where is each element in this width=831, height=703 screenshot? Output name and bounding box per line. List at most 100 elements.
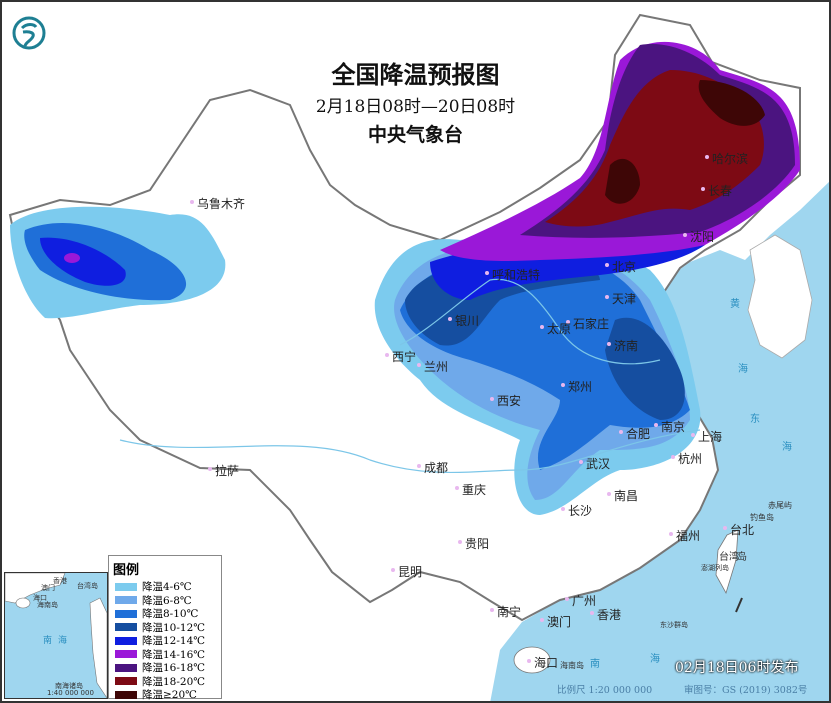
- legend-item: 降温6-8℃: [109, 594, 221, 608]
- legend-swatch: [115, 677, 137, 686]
- legend-item: 降温12-14℃: [109, 634, 221, 648]
- sea-label: 岛: [737, 552, 747, 563]
- legend-label: 降温14-16℃: [142, 648, 206, 661]
- city-label: 杭州: [670, 452, 703, 466]
- city-label: 南京: [653, 420, 686, 434]
- legend-label: 降温16-18℃: [142, 662, 206, 675]
- sea-label: 赤尾屿: [768, 501, 792, 510]
- south-china-sea-inset: 南海 香港 澳门 台湾岛 海口 海南岛 南海诸岛 1:40 000 000: [4, 572, 108, 699]
- sea-label: 海: [738, 364, 748, 375]
- legend-swatch: [115, 650, 137, 659]
- legend-swatch: [115, 596, 137, 605]
- boundary-dash: [735, 597, 743, 613]
- zone-northeast-ge20: [698, 80, 765, 126]
- city-label: 长沙: [560, 504, 593, 518]
- city-label: 哈尔滨: [704, 152, 749, 166]
- city-label: 香港: [589, 608, 622, 622]
- zone-northeast-18-20: [545, 70, 764, 227]
- sea-label: 东: [750, 414, 760, 425]
- city-label: 天津: [604, 292, 637, 306]
- inset-label: 海南岛: [37, 601, 58, 609]
- city-label: 南昌: [606, 489, 639, 503]
- inset-label: 澳门: [41, 584, 55, 592]
- hainan-island: [513, 646, 551, 674]
- legend-label: 降温6-8℃: [142, 594, 192, 607]
- zone-xinjiang-14-16: [64, 253, 80, 263]
- city-label: 乌鲁木齐: [189, 197, 246, 211]
- city-label: 成都: [416, 461, 449, 475]
- forecast-period: 2月18日08时—20日08时: [315, 97, 516, 117]
- city-label: 郑州: [560, 380, 593, 394]
- legend-swatch: [115, 582, 137, 591]
- city-label: 贵阳: [457, 537, 490, 551]
- legend-item: 降温≥20℃: [109, 688, 221, 702]
- city-label: 广州: [564, 594, 597, 608]
- city-label: 呼和浩特: [484, 268, 541, 282]
- city-label: 南宁: [489, 605, 522, 619]
- sea-area: [490, 180, 831, 703]
- issuer: 中央气象台: [367, 124, 463, 146]
- city-label: 兰州: [416, 360, 449, 374]
- map-title: 全国降温预报图: [331, 61, 500, 89]
- city-label: 海口: [526, 656, 559, 670]
- city-label: 台北: [722, 523, 755, 537]
- sea-label: 东沙群岛: [660, 621, 688, 629]
- zone-east-10-12: [605, 317, 685, 420]
- legend: 图例 降温4-6℃ 降温6-8℃ 降温8-10℃ 降温10-12℃ 降温12-14℃ 降温…: [108, 555, 222, 702]
- legend-item: 降温14-16℃: [109, 648, 221, 662]
- city-label: 澳门: [539, 615, 572, 629]
- zone-northeast-ge20-b: [605, 158, 640, 204]
- inset-label: 南海诸岛: [55, 682, 83, 690]
- city-label: 太原: [539, 322, 572, 336]
- sea-label: 钓鱼岛: [750, 513, 774, 522]
- city-label: 合肥: [618, 427, 651, 441]
- sea-label: 黄: [730, 299, 740, 310]
- legend-item: 降温18-20℃: [109, 675, 221, 689]
- legend-swatch: [115, 609, 137, 618]
- city-label: 石家庄: [565, 317, 610, 331]
- taiwan-island: [715, 529, 739, 595]
- sea-label: 海: [782, 442, 792, 453]
- legend-swatch: [115, 636, 137, 645]
- inset-label: 南海: [43, 636, 74, 646]
- inset-scale: 1:40 000 000: [47, 689, 94, 697]
- yellow-river: [399, 278, 661, 365]
- map-scale: 比例尺 1:20 000 000: [557, 685, 653, 696]
- legend-swatch: [115, 690, 137, 699]
- city-label: 沈阳: [682, 230, 715, 244]
- city-label: 拉萨: [207, 464, 240, 478]
- sea-label: 海: [650, 654, 660, 665]
- legend-label: 降温8-10℃: [142, 608, 199, 621]
- city-label: 福州: [668, 529, 701, 543]
- sea-label: 海南岛: [560, 661, 584, 670]
- city-label: 武汉: [578, 457, 611, 471]
- sea-label: 台湾: [719, 552, 739, 563]
- city-label: 济南: [606, 339, 639, 353]
- legend-label: 降温18-20℃: [142, 675, 206, 688]
- inset-label: 香港: [53, 577, 67, 585]
- sea-label: 南: [590, 659, 600, 670]
- legend-swatch: [115, 663, 137, 672]
- legend-label: 降温12-14℃: [142, 635, 206, 648]
- city-label: 长春: [700, 184, 733, 198]
- legend-item: 降温8-10℃: [109, 607, 221, 621]
- legend-label: 降温4-6℃: [142, 581, 192, 594]
- legend-item: 降温16-18℃: [109, 661, 221, 675]
- legend-label: 降温10-12℃: [142, 621, 206, 634]
- korea-peninsula: [747, 234, 813, 359]
- map-review-number: 审图号：GS (2019) 3082号: [684, 685, 808, 696]
- inset-label: 台湾岛: [77, 582, 98, 590]
- city-label: 昆明: [390, 565, 423, 579]
- legend-label: 降温≥20℃: [142, 689, 197, 702]
- publish-time: 02月18日06时发布: [675, 660, 799, 676]
- legend-item: 降温10-12℃: [109, 621, 221, 635]
- city-label: 西宁: [384, 350, 417, 364]
- city-label: 北京: [604, 260, 637, 274]
- city-label: 西安: [489, 394, 522, 408]
- cma-dragon-logo: [12, 16, 46, 50]
- yangtze-river: [119, 429, 701, 474]
- sea-label: 澎湖列岛: [701, 564, 729, 572]
- legend-title: 图例: [113, 563, 140, 578]
- city-label: 上海: [690, 430, 723, 444]
- inset-label: 海口: [33, 594, 47, 602]
